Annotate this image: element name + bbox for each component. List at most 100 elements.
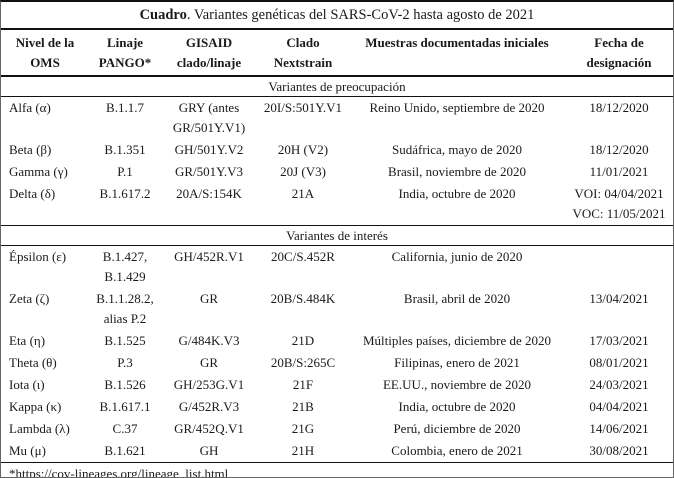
table-row-beta: Beta (β) B.1.351 GH/501Y.V2 20H (V2) Sud… <box>1 139 673 161</box>
cell-gisaid-clade: GR <box>199 355 219 370</box>
cell-nextstrain-clade: 21B <box>292 399 314 414</box>
cell-variant-name: Beta (β) <box>9 142 52 157</box>
cell-pango-lineage: C.37 <box>112 421 138 436</box>
cell-designation-date: 11/01/2021 <box>589 164 649 179</box>
table-row-eta: Eta (η) B.1.525 G/484K.V3 21D Múltiples … <box>1 330 673 352</box>
cell-designation-date: 08/01/2021 <box>589 355 649 370</box>
cell-variant-name: Gamma (γ) <box>9 164 68 179</box>
cell-pango-lineage: B.1.427, B.1.429 <box>102 249 148 284</box>
cell-first-samples: Colombia, enero de 2021 <box>391 443 523 458</box>
cell-designation-date: 04/04/2021 <box>589 399 649 414</box>
column-header-nextstrain-clade: Clado Nextstrain <box>257 30 349 77</box>
cell-pango-lineage: P.1 <box>117 164 133 179</box>
cell-first-samples: Perú, diciembre de 2020 <box>393 421 521 436</box>
cell-gisaid-clade: GH/253G.V1 <box>173 377 245 392</box>
cell-first-samples: Brasil, noviembre de 2020 <box>388 164 526 179</box>
cell-pango-lineage: B.1.1.7 <box>106 100 144 115</box>
cell-pango-lineage: B.1.525 <box>104 333 146 348</box>
cell-first-samples: Brasil, abril de 2020 <box>403 291 511 306</box>
cell-nextstrain-clade: 20J (V3) <box>280 164 326 179</box>
cell-variant-name: Iota (ι) <box>9 377 45 392</box>
section-header-label: Variantes de interés <box>1 225 673 246</box>
table-title: Cuadro. Variantes genéticas del SARS-CoV… <box>1 2 673 30</box>
cell-designation-date: 18/12/2020 <box>589 142 649 157</box>
section-header-label: Variantes de preocupación <box>1 76 673 97</box>
cell-first-samples: India, octubre de 2020 <box>398 399 516 414</box>
footnote-url: *https://cov-lineages.org/lineage_list.h… <box>1 462 673 477</box>
cell-nextstrain-clade: 20I/S:501Y.V1 <box>263 100 343 115</box>
cell-gisaid-clade: GH/452R.V1 <box>174 249 244 264</box>
cell-designation-date: 14/06/2021 <box>589 421 649 436</box>
cell-pango-lineage: B.1.617.1 <box>99 399 151 414</box>
section-header-preocupacion: Variantes de preocupación <box>1 76 673 97</box>
cell-nextstrain-clade: 20H (V2) <box>277 142 329 157</box>
cell-variant-name: Kappa (κ) <box>9 399 62 414</box>
cell-pango-lineage: B.1.621 <box>104 443 146 458</box>
cell-first-samples: Filipinas, enero de 2021 <box>394 355 520 370</box>
cell-pango-lineage: B.1.617.2 <box>99 186 151 201</box>
cell-designation-date: 24/03/2021 <box>589 377 649 392</box>
cell-nextstrain-clade: 21H <box>291 443 315 458</box>
column-header-gisaid-clade: GISAID clado/linaje <box>161 30 257 77</box>
cell-pango-lineage: P.3 <box>117 355 133 370</box>
cell-designation-date <box>565 246 673 289</box>
cell-gisaid-clade: G/484K.V3 <box>178 333 240 348</box>
cell-first-samples: Sudáfrica, mayo de 2020 <box>392 142 522 157</box>
cell-gisaid-clade: G/452R.V3 <box>178 399 240 414</box>
cell-nextstrain-clade: 21F <box>292 377 314 392</box>
cell-pango-lineage: B.1.1.28.2, alias P.2 <box>96 291 154 326</box>
table-title-keyword: Cuadro <box>139 7 187 23</box>
column-header-first-samples: Muestras documentadas iniciales <box>349 30 565 77</box>
table-row-alfa: Alfa (α) B.1.1.7 GRY (antes GR/501Y.V1) … <box>1 97 673 140</box>
cell-variant-name: Mu (μ) <box>9 443 46 458</box>
cell-designation-date: VOI: 04/04/2021 VOC: 11/05/2021 <box>572 186 666 221</box>
table-title-text: . Variantes genéticas del SARS-CoV-2 has… <box>186 7 535 23</box>
section-header-interes: Variantes de interés <box>1 225 673 246</box>
header-row: Nivel de la OMS Linaje PANGO* GISAID cla… <box>1 30 673 77</box>
cell-gisaid-clade: GR <box>199 291 219 306</box>
cell-variant-name: Zeta (ζ) <box>9 291 50 306</box>
cell-variant-name: Theta (θ) <box>9 355 57 370</box>
cell-nextstrain-clade: 21G <box>291 421 315 436</box>
table-row-theta: Theta (θ) P.3 GR 20B/S:265C Filipinas, e… <box>1 352 673 374</box>
cell-variant-name: Épsilon (ε) <box>9 249 67 264</box>
cell-gisaid-clade: GR/501Y.V3 <box>174 164 244 179</box>
cell-first-samples: EE.UU., noviembre de 2020 <box>382 377 532 392</box>
cell-designation-date: 13/04/2021 <box>589 291 649 306</box>
cell-first-samples: India, octubre de 2020 <box>398 186 516 201</box>
cell-nextstrain-clade: 21D <box>291 333 315 348</box>
cell-first-samples: California, junio de 2020 <box>391 249 523 264</box>
cell-gisaid-clade: GR/452Q.V1 <box>174 421 244 436</box>
table-row-iota: Iota (ι) B.1.526 GH/253G.V1 21F EE.UU., … <box>1 374 673 396</box>
cell-gisaid-clade: GH/501Y.V2 <box>174 142 244 157</box>
table-row-epsilon: Épsilon (ε) B.1.427, B.1.429 GH/452R.V1 … <box>1 246 673 289</box>
cell-nextstrain-clade: 20B/S.484K <box>270 291 336 306</box>
cell-designation-date: 17/03/2021 <box>589 333 649 348</box>
cell-pango-lineage: B.1.351 <box>104 142 146 157</box>
cell-designation-date: 30/08/2021 <box>589 443 649 458</box>
cell-first-samples: Múltiples países, diciembre de 2020 <box>362 333 552 348</box>
cell-variant-name: Alfa (α) <box>9 100 51 115</box>
table-row-delta: Delta (δ) B.1.617.2 20A/S:154K 21A India… <box>1 183 673 226</box>
table-row-zeta: Zeta (ζ) B.1.1.28.2, alias P.2 GR 20B/S.… <box>1 288 673 330</box>
cell-variant-name: Delta (δ) <box>9 186 56 201</box>
cell-designation-date: 18/12/2020 <box>589 100 649 115</box>
column-header-pango-lineage: Linaje PANGO* <box>89 30 161 77</box>
cell-gisaid-clade: GRY (antes GR/501Y.V1) <box>172 100 246 135</box>
cell-nextstrain-clade: 20C/S.452R <box>271 249 335 264</box>
table-row-mu: Mu (μ) B.1.621 GH 21H Colombia, enero de… <box>1 440 673 462</box>
table-row-kappa: Kappa (κ) B.1.617.1 G/452R.V3 21B India,… <box>1 396 673 418</box>
table-row-gamma: Gamma (γ) P.1 GR/501Y.V3 20J (V3) Brasil… <box>1 161 673 183</box>
cell-nextstrain-clade: 20B/S:265C <box>270 355 336 370</box>
column-header-designation-date: Fecha de designación <box>565 30 673 77</box>
cell-gisaid-clade: 20A/S:154K <box>176 186 242 201</box>
column-header-who-level: Nivel de la OMS <box>1 30 89 77</box>
cell-gisaid-clade: GH <box>199 443 219 458</box>
variants-data-table: Nivel de la OMS Linaje PANGO* GISAID cla… <box>1 30 673 462</box>
cell-nextstrain-clade: 21A <box>291 186 315 201</box>
cell-pango-lineage: B.1.526 <box>104 377 146 392</box>
cell-variant-name: Eta (η) <box>9 333 46 348</box>
cell-first-samples: Reino Unido, septiembre de 2020 <box>369 100 545 115</box>
cell-variant-name: Lambda (λ) <box>9 421 70 436</box>
